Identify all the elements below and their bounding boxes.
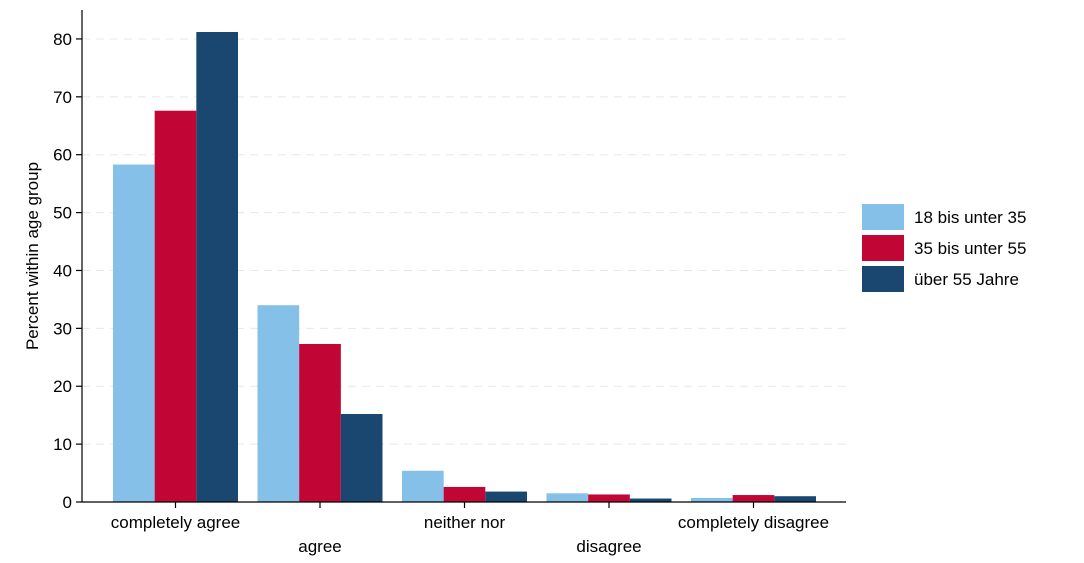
y-tick-label: 20 — [53, 377, 72, 396]
bar-1-1 — [113, 164, 155, 502]
bars — [113, 31, 816, 502]
x-tick-label: completely disagree — [678, 513, 829, 532]
bar-3-5 — [774, 496, 816, 502]
bar-2-5 — [732, 495, 775, 502]
x-tick-label: disagree — [576, 537, 641, 556]
bar-3-3 — [485, 491, 527, 502]
bar-2-1 — [154, 110, 197, 502]
x-tick-label: agree — [298, 537, 341, 556]
x-tick-label: completely agree — [111, 513, 240, 532]
x-tick-label: neither nor — [424, 513, 506, 532]
legend-label: über 55 Jahre — [914, 270, 1019, 289]
x-ticks: completely agree agree neither nor disagree… — [111, 502, 829, 556]
bar-2-3 — [443, 486, 486, 502]
bar-3-2 — [340, 414, 383, 502]
bar-2-4 — [588, 494, 630, 502]
bar-1-2 — [257, 305, 300, 502]
legend-swatch — [862, 235, 904, 261]
legend-swatch — [862, 204, 904, 230]
bar-2-2 — [299, 343, 341, 502]
y-tick-label: 10 — [53, 435, 72, 454]
y-tick-label: 60 — [53, 146, 72, 165]
y-tick-label: 50 — [53, 204, 72, 223]
y-tick-label: 80 — [53, 30, 72, 49]
legend-swatch — [862, 266, 904, 292]
legend: 18 bis unter 35 35 bis unter 55 über 55 Ja… — [862, 204, 1026, 292]
y-tick-label: 0 — [63, 493, 72, 512]
bar-1-3 — [402, 470, 444, 502]
y-axis-label: Percent within age group — [23, 162, 42, 350]
y-ticks: 0 10 20 30 40 50 60 70 80 — [53, 30, 82, 512]
legend-label: 35 bis unter 55 — [914, 239, 1026, 258]
bar-1-5 — [691, 497, 733, 502]
bar-1-4 — [546, 493, 589, 502]
y-tick-label: 30 — [53, 319, 72, 338]
legend-label: 18 bis unter 35 — [914, 208, 1026, 227]
y-tick-label: 70 — [53, 88, 72, 107]
y-tick-label: 40 — [53, 261, 72, 280]
bar-3-1 — [196, 31, 238, 502]
bar-3-4 — [629, 498, 672, 502]
